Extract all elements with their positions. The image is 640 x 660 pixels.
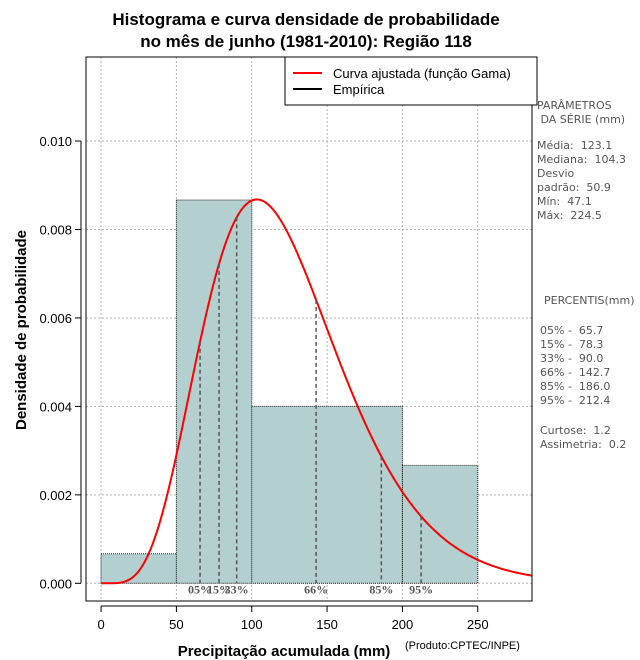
percentile-label: 15% [207, 582, 231, 596]
x-axis-label: Precipitação acumulada (mm) [178, 643, 391, 660]
y-axis-label: Densidade de probabilidade [13, 230, 30, 430]
x-tick-label: 100 [241, 617, 263, 632]
x-tick-label: 200 [392, 617, 414, 632]
legend-label-curve: Curva ajustada (função Gama) [333, 66, 511, 81]
y-tick-label: 0.002 [39, 488, 72, 503]
stats-values: Curtose: 1.2 Assimetria: 0.2 [540, 424, 627, 451]
percentile-label: 85% [369, 582, 393, 596]
params-title: PARÂMETROS DA SÉRIE (mm) [537, 99, 626, 126]
percentile-label: 66% [304, 582, 328, 596]
legend: Curva ajustada (função Gama) Empírica [284, 56, 538, 106]
x-tick-label: 50 [169, 617, 183, 632]
y-tick-label: 0.004 [39, 399, 72, 414]
percentile-markers: 05%15%33% 66% 85% 95% [188, 217, 433, 596]
params-values: Média: 123.1 Mediana: 104.3 Desvio padrã… [537, 139, 626, 222]
legend-label-empirical: Empírica [333, 82, 385, 97]
y-tick-label: 0.008 [39, 222, 72, 237]
percentis-values: 05% - 65.7 15% - 78.3 33% - 90.0 66% - 1… [540, 324, 611, 407]
chart-title-line-2: no mês de junho (1981-2010): Região 118 [140, 32, 472, 51]
x-tick-label: 0 [97, 617, 104, 632]
x-tick-label: 250 [467, 617, 489, 632]
y-tick-label: 0.000 [39, 576, 72, 591]
product-credit: (Produto:CPTEC/INPE) [405, 640, 520, 652]
y-axis: 0.000 0.002 0.004 0.006 0.008 0.010 [39, 134, 82, 591]
y-tick-label: 0.006 [39, 311, 72, 326]
x-tick-label: 150 [316, 617, 338, 632]
legend-box [284, 56, 538, 106]
chart-title-line-1: Histograma e curva densidade de probabil… [112, 10, 499, 29]
histogram-bar [401, 464, 479, 584]
histogram-bar [100, 553, 177, 584]
x-axis: 0 50 100 150 200 250 [97, 605, 489, 632]
percentile-label: 05% [188, 582, 212, 596]
histogram-bar [175, 199, 253, 584]
percentis-title: PERCENTIS(mm) [544, 294, 635, 307]
percentile-label: 33% [225, 582, 249, 596]
percentile-label: 95% [409, 582, 433, 596]
y-tick-label: 0.010 [39, 134, 72, 149]
histogram-bar [251, 405, 403, 584]
